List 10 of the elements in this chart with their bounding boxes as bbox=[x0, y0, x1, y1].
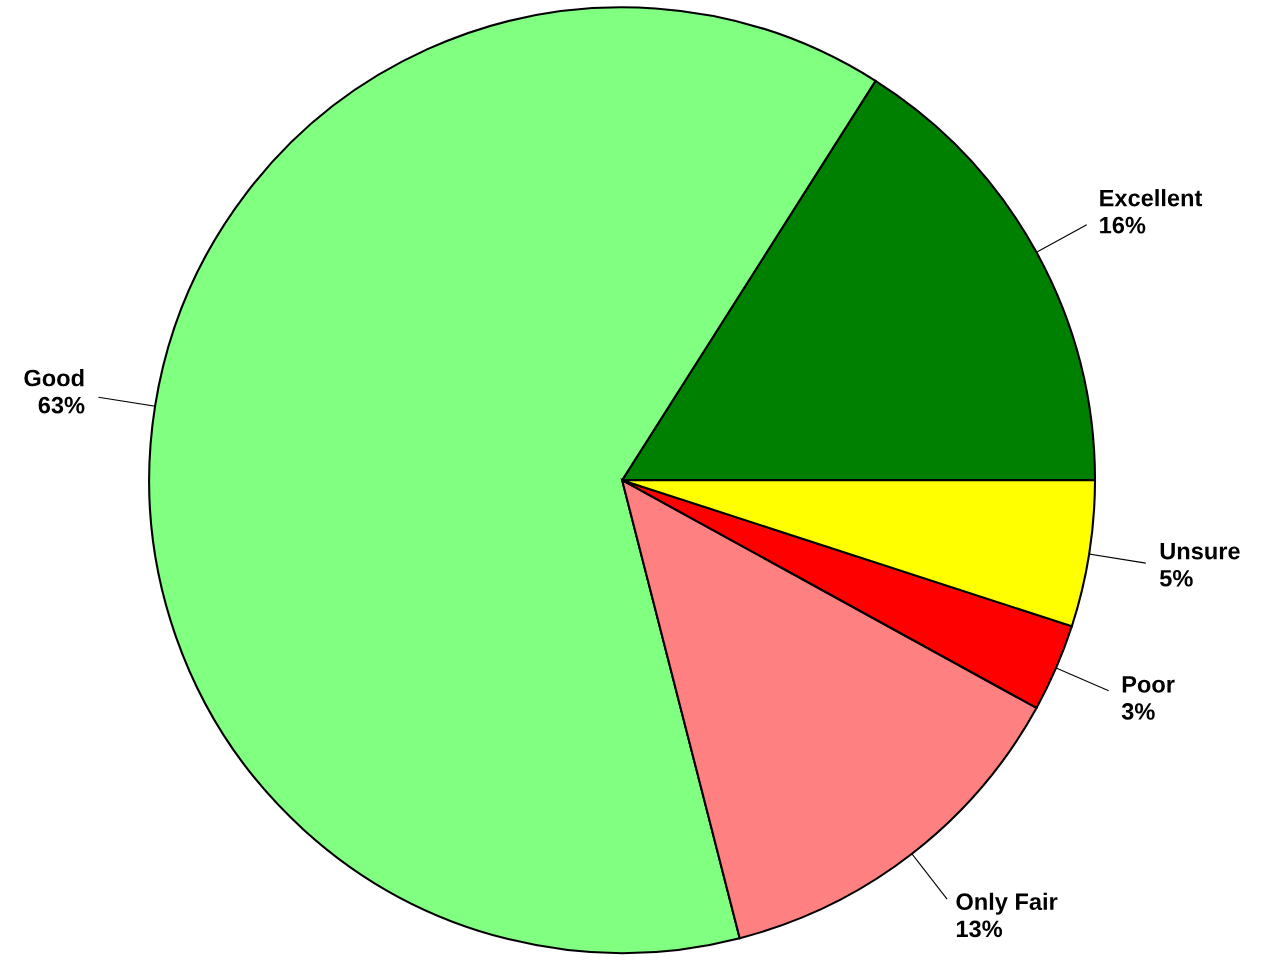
slice-label: Poor bbox=[1122, 676, 1175, 693]
slice-label: Good bbox=[24, 369, 84, 387]
data-label: 16% bbox=[1100, 216, 1146, 234]
slice-label: Excellent bbox=[1100, 189, 1203, 207]
slice-label: Only Fair bbox=[956, 892, 1058, 915]
data-label: 5% bbox=[1159, 569, 1193, 587]
data-label: 63% bbox=[38, 396, 85, 414]
data-label: 13% bbox=[956, 920, 1003, 938]
data-label: 3% bbox=[1121, 703, 1155, 720]
slice-label: Unsure bbox=[1160, 542, 1240, 560]
